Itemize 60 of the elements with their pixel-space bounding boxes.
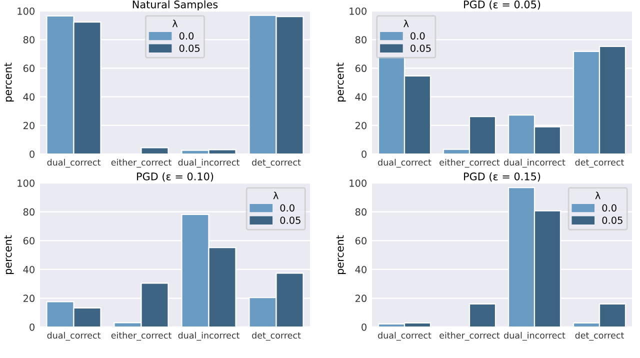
y-tick-label: 0 (30, 150, 34, 158)
y-tick-label: 0 (30, 323, 34, 331)
y-tick-label: 20 (23, 294, 34, 302)
x-tick-label: either_correct (111, 158, 172, 168)
y-tick-label: 100 (18, 179, 34, 187)
y-tick-label: 80 (23, 36, 34, 44)
y-tick-label: 20 (355, 294, 366, 302)
x-tick-label: dual_incorrect (178, 158, 240, 168)
chart-title: PGD (ε = 0.10) (137, 172, 214, 182)
legend-title: λ (404, 20, 409, 28)
legend-label: 0.0 (602, 204, 616, 212)
x-tick-label: dual_correct (47, 158, 100, 168)
y-tick-label: 40 (355, 266, 366, 274)
y-tick-label: 80 (355, 36, 366, 44)
x-tick-label: dual_correct (378, 158, 432, 168)
y-tick-label: 20 (23, 122, 34, 130)
y-tick-label: 100 (18, 7, 34, 15)
y-tick-label: 0 (362, 323, 366, 331)
x-tick-label: dual_incorrect (504, 332, 566, 341)
chart-title: PGD (ε = 0.15) (464, 172, 540, 182)
y-tick-label: 20 (355, 122, 366, 130)
x-tick-label: det_correct (575, 332, 624, 341)
y-tick-label: 40 (23, 93, 34, 101)
y-tick-label: 60 (23, 64, 34, 72)
x-tick-label: either_correct (440, 158, 500, 168)
x-tick-label: either_correct (440, 332, 500, 341)
legend-title: λ (595, 192, 600, 200)
y-tick-label: 40 (355, 93, 366, 101)
legend-label: 0.05 (410, 44, 431, 52)
x-tick-label: dual_correct (378, 332, 432, 341)
legend-label: 0.05 (602, 216, 622, 224)
y-tick-label: 60 (355, 237, 366, 244)
legend-label: 0.0 (179, 32, 194, 40)
x-tick-label: dual_incorrect (504, 158, 566, 168)
x-tick-label: dual_correct (47, 332, 100, 341)
legend-title: λ (172, 20, 178, 28)
x-tick-label: det_correct (252, 332, 301, 341)
y-tick-label: 80 (23, 208, 34, 216)
y-axis-title: percent (4, 235, 14, 274)
legend-label: 0.0 (280, 204, 294, 212)
legend-label: 0.05 (280, 216, 300, 224)
legend-label: 0.05 (179, 44, 200, 52)
y-tick-label: 40 (23, 266, 34, 274)
x-tick-label: either_correct (111, 332, 172, 341)
y-axis-title: percent (336, 235, 346, 274)
chart-title: Natural Samples (132, 0, 218, 10)
x-tick-label: det_correct (575, 158, 624, 168)
x-tick-label: det_correct (252, 158, 301, 168)
legend-label: 0.0 (410, 32, 425, 40)
y-tick-label: 60 (23, 237, 34, 244)
y-axis-title: percent (4, 62, 14, 102)
y-axis-title: percent (336, 62, 346, 102)
y-tick-label: 60 (355, 64, 366, 72)
y-tick-label: 100 (350, 7, 366, 15)
y-tick-label: 80 (355, 208, 366, 216)
x-tick-label: dual_incorrect (178, 332, 240, 341)
y-tick-label: 100 (350, 179, 366, 187)
legend-title: λ (273, 192, 278, 200)
y-tick-label: 0 (362, 150, 366, 158)
chart-title: PGD (ε = 0.05) (464, 0, 540, 10)
